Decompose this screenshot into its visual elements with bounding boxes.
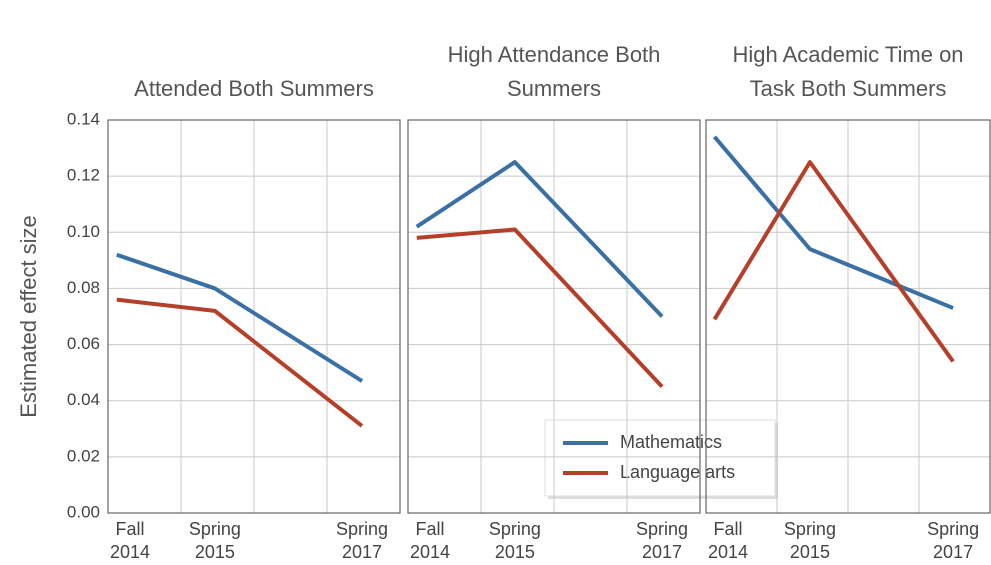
legend-label: Mathematics <box>620 432 722 452</box>
x-tick-label: Spring 2015 <box>783 519 836 562</box>
x-tick-label: Spring 2017 <box>636 519 689 562</box>
panel-title: High Attendance Both Summers <box>447 42 661 101</box>
x-tick-label: Spring 2017 <box>336 519 389 562</box>
series-line <box>116 252 364 383</box>
legend-label: Language arts <box>620 462 735 482</box>
series-line <box>712 160 955 363</box>
panel-frame <box>107 119 401 514</box>
panel-title: Attended Both Summers <box>134 76 374 101</box>
series-line <box>116 297 364 428</box>
x-tick-label: Spring 2015 <box>188 519 241 562</box>
series-line <box>415 160 664 318</box>
y-tick-label: 0.14 <box>67 109 100 128</box>
series-line <box>712 135 954 310</box>
panel-title: High Academic Time on Task Both Summers <box>732 42 964 101</box>
x-tick-label: Fall 2014 <box>707 519 749 562</box>
y-tick-label: 0.00 <box>67 502 100 521</box>
y-tick-label: 0.10 <box>67 222 100 241</box>
panel-frame <box>407 119 701 514</box>
x-tick-label: Spring 2015 <box>488 519 541 562</box>
y-tick-label: 0.06 <box>67 334 100 353</box>
x-tick-label: Fall 2014 <box>109 519 151 562</box>
y-axis-label: Estimated effect size <box>16 215 41 418</box>
legend <box>544 419 776 497</box>
series-line <box>416 227 664 389</box>
y-tick-label: 0.08 <box>67 278 100 297</box>
x-tick-label: Fall 2014 <box>409 519 451 562</box>
y-tick-label: 0.12 <box>67 166 100 185</box>
x-tick-label: Spring 2017 <box>927 519 980 562</box>
panel-frame <box>705 119 991 514</box>
y-tick-label: 0.02 <box>67 446 100 465</box>
y-tick-label: 0.04 <box>67 390 100 409</box>
